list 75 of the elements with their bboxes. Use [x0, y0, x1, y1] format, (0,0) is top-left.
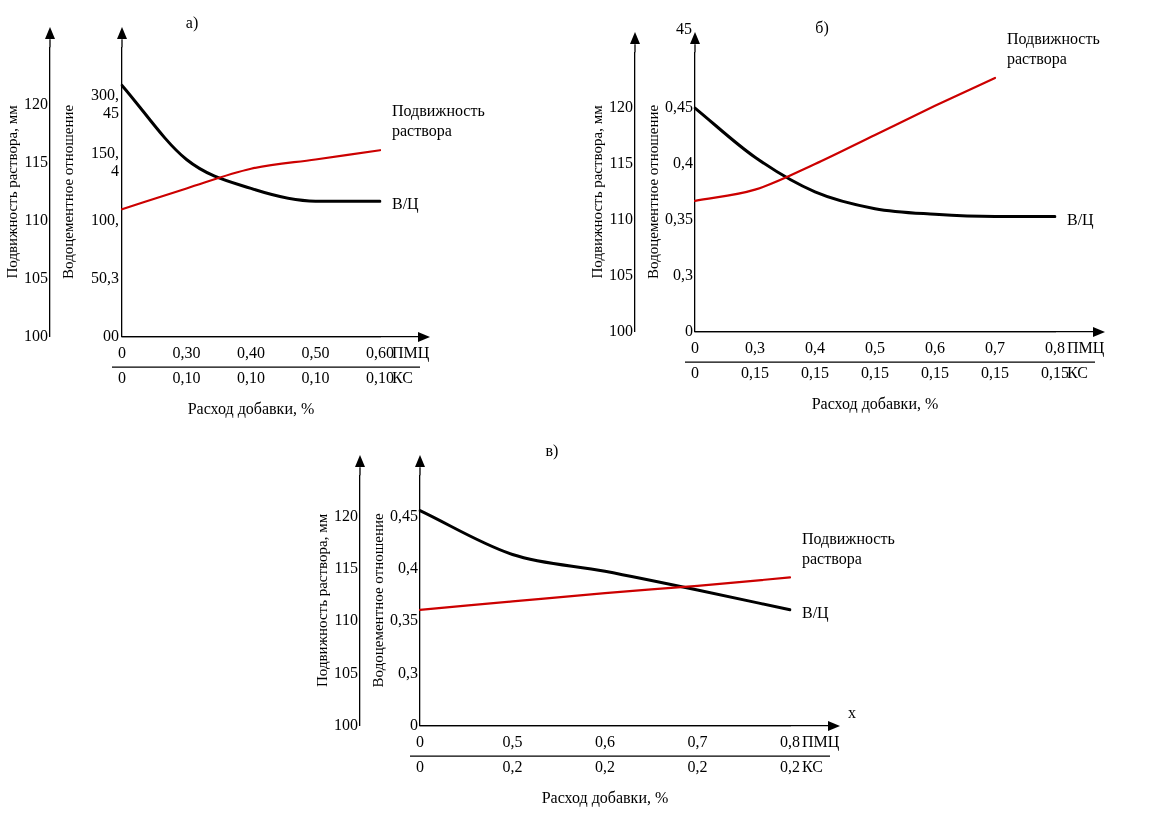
y-axis-title: Подвижность раствора, мм: [3, 104, 20, 279]
y2-tick-label: 0,45: [390, 507, 418, 525]
series-label: В/Ц: [392, 195, 420, 214]
x-tick-label: 0,5 0,2: [502, 732, 523, 776]
y2-tick-label: 0,35: [390, 611, 418, 629]
y2-tick-label: 0,4: [673, 154, 693, 172]
y-tick-label: 115: [609, 154, 633, 172]
chart-title: а): [185, 13, 199, 32]
y2-axis-title: Водоцементное отношение: [644, 104, 661, 279]
y-tick-label: 120: [24, 95, 48, 113]
text: ПМЦ: [802, 732, 840, 751]
chart-title: в): [545, 441, 559, 460]
y-tick-label: 100: [609, 321, 633, 339]
x-tick-label: 0,8 0,2: [780, 732, 800, 776]
y2-tick-label: 0,45: [665, 98, 693, 116]
x-tick-label: 0 0: [691, 338, 699, 382]
y-tick-label: 105: [609, 265, 633, 283]
series-label: Подвижность раствора: [802, 529, 895, 568]
x-tick-label: 0,5 0,15: [861, 338, 889, 382]
line-series: [418, 576, 792, 611]
y-tick-label: 105: [24, 268, 48, 286]
text: 50,3: [91, 268, 119, 286]
text: 00: [103, 326, 119, 344]
x-tick-label: 0,3 0,15: [741, 338, 769, 382]
y-tick-label: 110: [609, 210, 633, 228]
y-tick-label: 100: [24, 326, 48, 344]
y-tick-label: 110: [334, 611, 358, 629]
x-tick-label: 0,6 0,2: [595, 732, 615, 776]
y2-tick-label: 0,3: [398, 663, 418, 681]
y-tick-label: 120: [609, 98, 633, 116]
y2-axis-title: Водоцементное отношение: [369, 513, 386, 688]
y-tick-label: 105: [334, 663, 358, 681]
x-axis-title: Расход добавки, %: [811, 394, 939, 413]
text: ПМЦ: [392, 343, 430, 362]
x-axis-title: Расход добавки, %: [187, 399, 315, 418]
y2-tick-label: 0,4: [398, 559, 418, 577]
text: 45: [676, 20, 692, 38]
text: КС: [802, 758, 823, 776]
y2-axis-title: Водоцементное отношение: [59, 104, 76, 279]
y2-tick-label: 0: [410, 715, 418, 733]
line-series: [120, 149, 382, 211]
x-tick-label: 0 0: [118, 343, 126, 387]
series-label: Подвижность раствора: [392, 102, 485, 141]
x-tick-label: 0,7 0,2: [687, 732, 708, 776]
x-tick-label: 0,40 0,10: [237, 343, 265, 387]
x-tick-label: 0,4 0,15: [801, 338, 829, 382]
x-tick-label: 0,7 0,15: [981, 338, 1009, 382]
x-tick-label: 0 0: [416, 732, 424, 776]
text: КС: [1067, 364, 1088, 382]
series-label: Подвижность раствора: [1007, 30, 1100, 69]
y-axis-title: Подвижность раствора, мм: [588, 104, 605, 279]
y2-tick-label: 0,35: [665, 210, 693, 228]
text: КС: [392, 369, 413, 387]
y2-tick-label: 0: [685, 321, 693, 339]
y-tick-label: 115: [334, 559, 358, 577]
chart-title: б): [815, 18, 829, 37]
text: ПМЦ: [1067, 338, 1105, 357]
y-tick-label: 110: [24, 211, 48, 229]
series-label: В/Ц: [802, 603, 830, 622]
line-series: [693, 76, 997, 202]
x-tick-label: 0,30 0,10: [172, 343, 201, 387]
text: x: [848, 703, 856, 721]
x-tick-label: 0,60 0,10: [366, 343, 394, 387]
y-axis-title: Подвижность раствора, мм: [313, 513, 330, 687]
text: 100,: [91, 211, 119, 229]
series-label: В/Ц: [1067, 210, 1095, 229]
x-axis-title: Расход добавки, %: [541, 788, 669, 807]
text: 300, 45: [91, 86, 119, 122]
y-tick-label: 120: [334, 507, 358, 525]
text: 150, 4: [91, 144, 119, 180]
x-tick-label: 0,50 0,10: [301, 343, 330, 387]
y-tick-label: 100: [334, 715, 358, 733]
x-tick-label: 0,6 0,15: [921, 338, 949, 382]
y2-tick-label: 0,3: [673, 265, 693, 283]
y-tick-label: 115: [24, 153, 48, 171]
